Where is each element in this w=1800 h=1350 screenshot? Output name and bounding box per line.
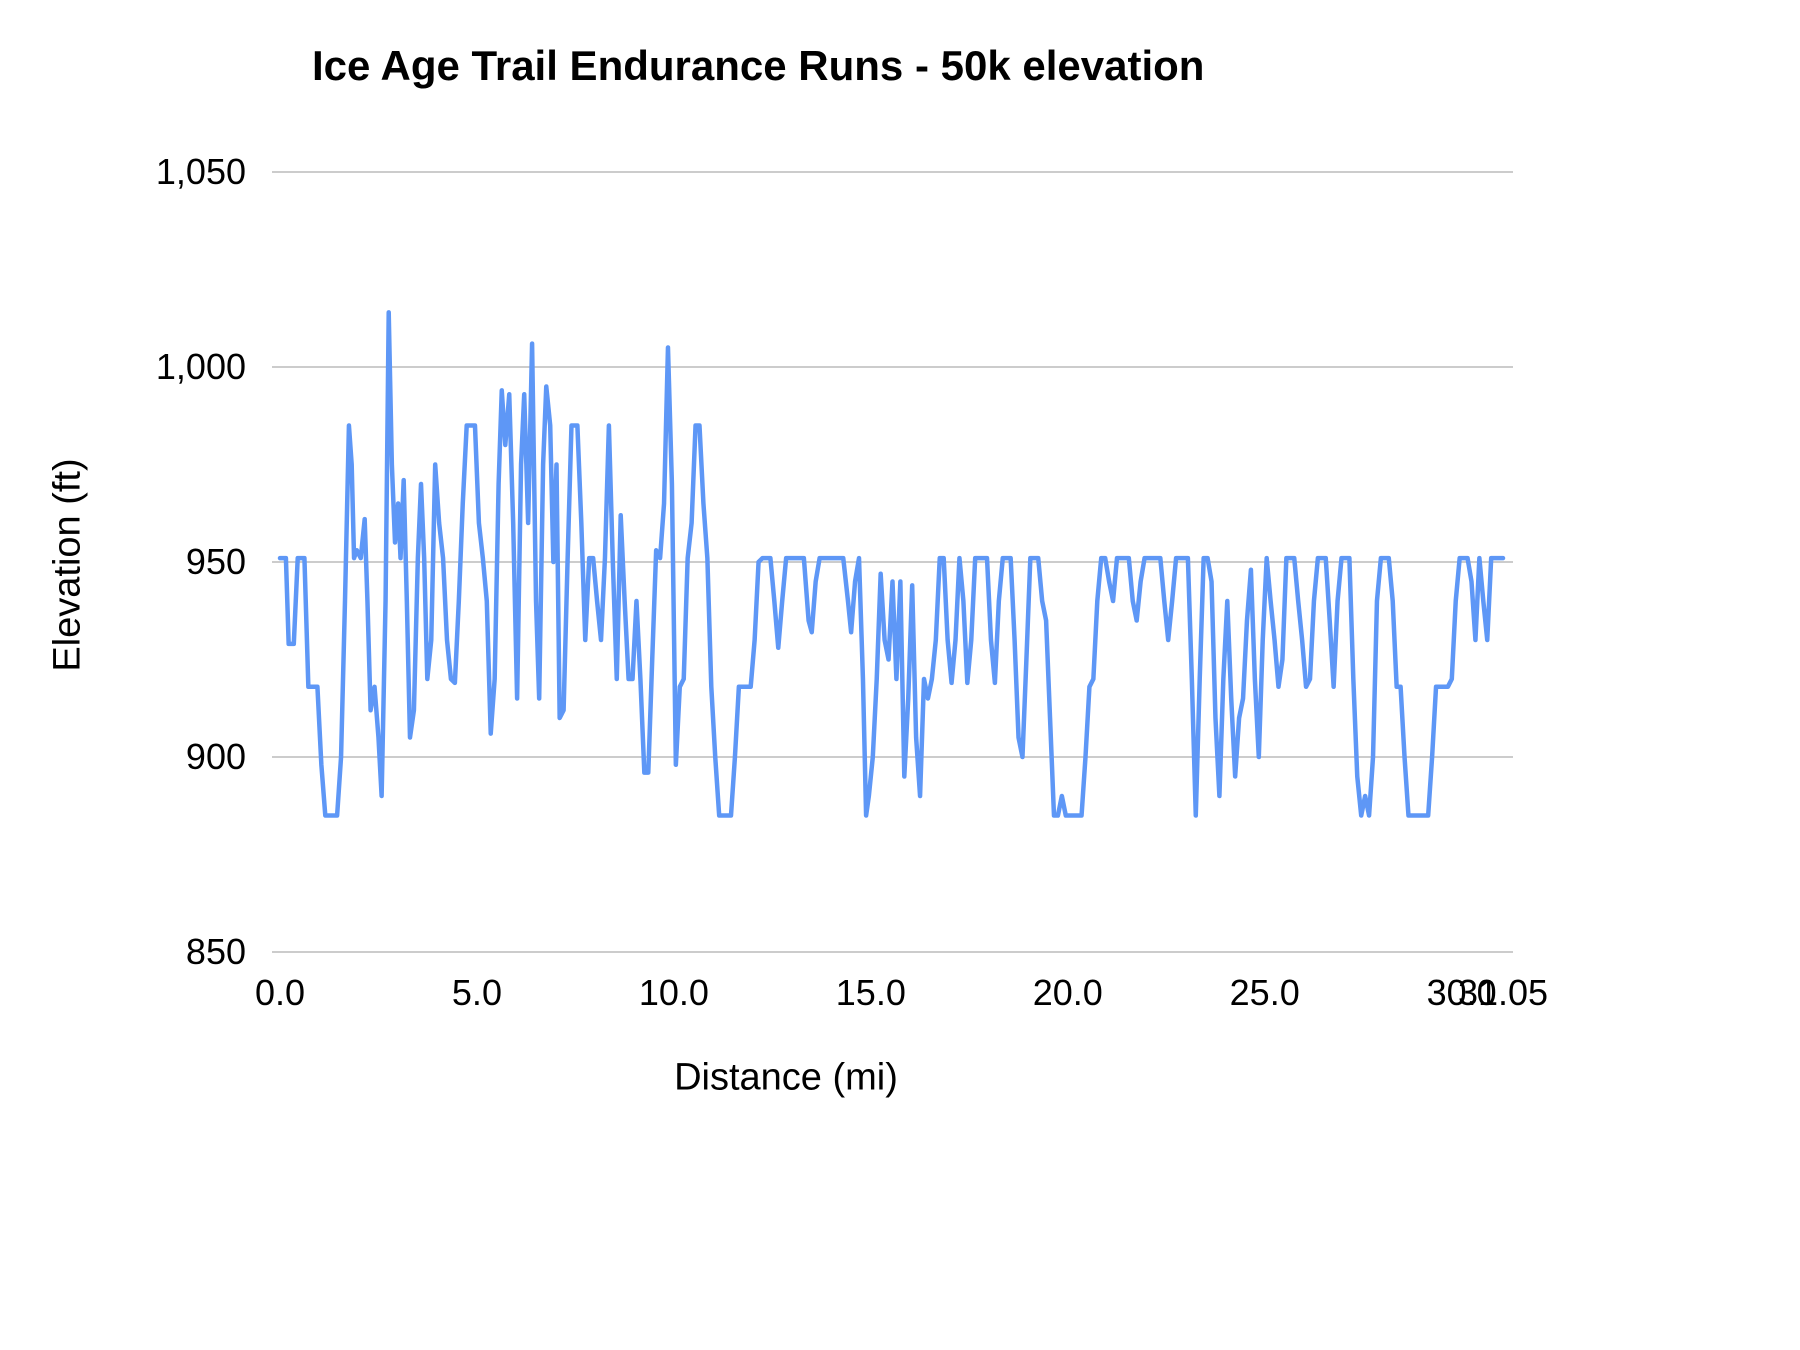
x-tick-label: 31.05 xyxy=(1457,972,1549,1013)
x-tick-label: 15.0 xyxy=(835,972,906,1013)
x-tick-label: 25.0 xyxy=(1229,972,1300,1013)
chart-title: Ice Age Trail Endurance Runs - 50k eleva… xyxy=(312,42,1205,89)
x-tick-label: 30.0 xyxy=(1426,972,1497,1013)
x-axis-title: Distance (mi) xyxy=(674,1056,898,1099)
x-tick-label: 10.0 xyxy=(638,972,709,1013)
y-tick-label: 1,000 xyxy=(155,346,246,387)
x-tick-label: 20.0 xyxy=(1032,972,1103,1013)
y-tick-label: 900 xyxy=(185,736,246,777)
x-tick-label: 5.0 xyxy=(451,972,502,1013)
y-tick-label: 950 xyxy=(185,541,246,582)
x-tick-label: 0.0 xyxy=(254,972,306,1013)
y-tick-label: 1,050 xyxy=(155,151,246,192)
y-axis-tick-labels: 850 900 950 1,000 1,050 xyxy=(0,0,246,1350)
y-tick-label: 850 xyxy=(185,931,246,972)
elevation-series-line xyxy=(277,310,1506,818)
